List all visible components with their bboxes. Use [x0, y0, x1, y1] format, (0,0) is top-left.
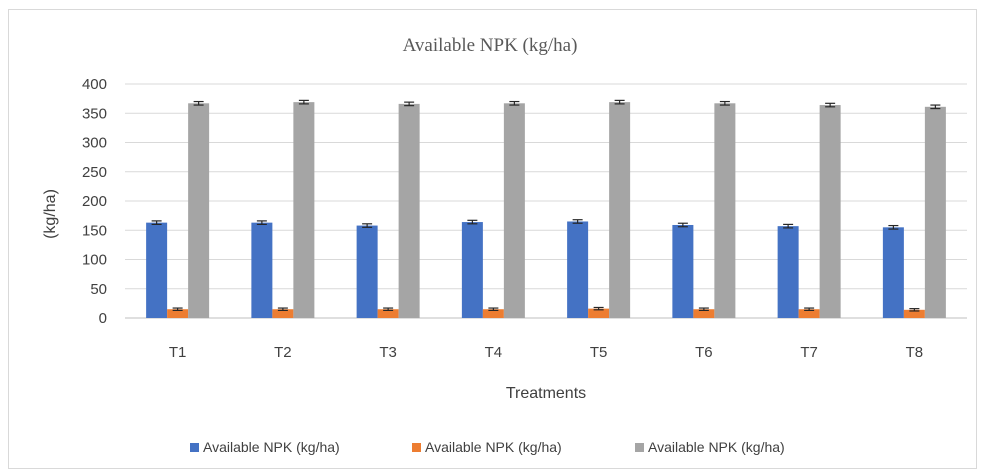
y-tick-label: 400	[82, 76, 107, 93]
bar	[588, 308, 610, 318]
bar	[356, 225, 378, 318]
bar	[398, 103, 420, 318]
y-tick-label: 50	[90, 281, 107, 298]
y-tick-label: 200	[82, 193, 107, 210]
bar	[882, 227, 904, 318]
bar	[672, 224, 694, 318]
y-axis-title: (kg/ha)	[42, 189, 59, 239]
bar	[609, 102, 631, 318]
y-tick-label: 100	[82, 252, 107, 269]
x-tick-label: T3	[379, 344, 397, 361]
bar	[251, 222, 273, 318]
bar	[482, 309, 504, 318]
y-tick-label: 300	[82, 135, 107, 152]
chart-frame	[8, 9, 977, 469]
legend-swatch	[412, 443, 421, 452]
bar	[567, 221, 589, 318]
x-tick-label: T2	[274, 344, 292, 361]
y-tick-label: 150	[82, 222, 107, 239]
legend-label: Available NPK (kg/ha)	[203, 439, 340, 455]
bar	[272, 309, 294, 318]
bar	[777, 226, 799, 318]
x-tick-label: T8	[906, 344, 924, 361]
bar	[188, 103, 210, 319]
x-tick-label: T4	[485, 344, 503, 361]
bar	[377, 309, 399, 318]
x-tick-label: T7	[800, 344, 818, 361]
bar	[146, 222, 168, 318]
bar	[798, 309, 820, 318]
legend: Available NPK (kg/ha) Available NPK (kg/h…	[190, 439, 785, 455]
gridlines	[125, 83, 967, 319]
legend-label: Available NPK (kg/ha)	[648, 439, 785, 455]
bar	[461, 222, 483, 318]
bar	[924, 106, 946, 318]
y-tick-label: 250	[82, 164, 107, 181]
legend-label: Available NPK (kg/ha)	[425, 439, 562, 455]
bar	[167, 309, 189, 318]
bar	[819, 105, 841, 318]
x-tick-label: T5	[590, 344, 608, 361]
legend-swatch	[635, 443, 644, 452]
bars	[146, 99, 946, 319]
x-tick-label: T1	[169, 344, 187, 361]
legend-swatch	[190, 443, 199, 452]
chart-title: Available NPK (kg/ha)	[403, 35, 578, 56]
x-tick-label: T6	[695, 344, 713, 361]
bar	[714, 103, 736, 319]
y-tick-label: 350	[82, 105, 107, 122]
y-axis-ticks: 0 50 100 150 200 250 300 350 400	[82, 76, 107, 327]
bar	[903, 309, 925, 318]
x-axis-title: Treatments	[506, 385, 586, 402]
x-axis-ticks: T1 T2 T3 T4 T5 T6 T7 T8	[169, 344, 923, 361]
bar	[293, 102, 315, 318]
bar	[693, 309, 715, 318]
y-tick-label: 0	[99, 310, 107, 327]
bar	[503, 103, 525, 319]
